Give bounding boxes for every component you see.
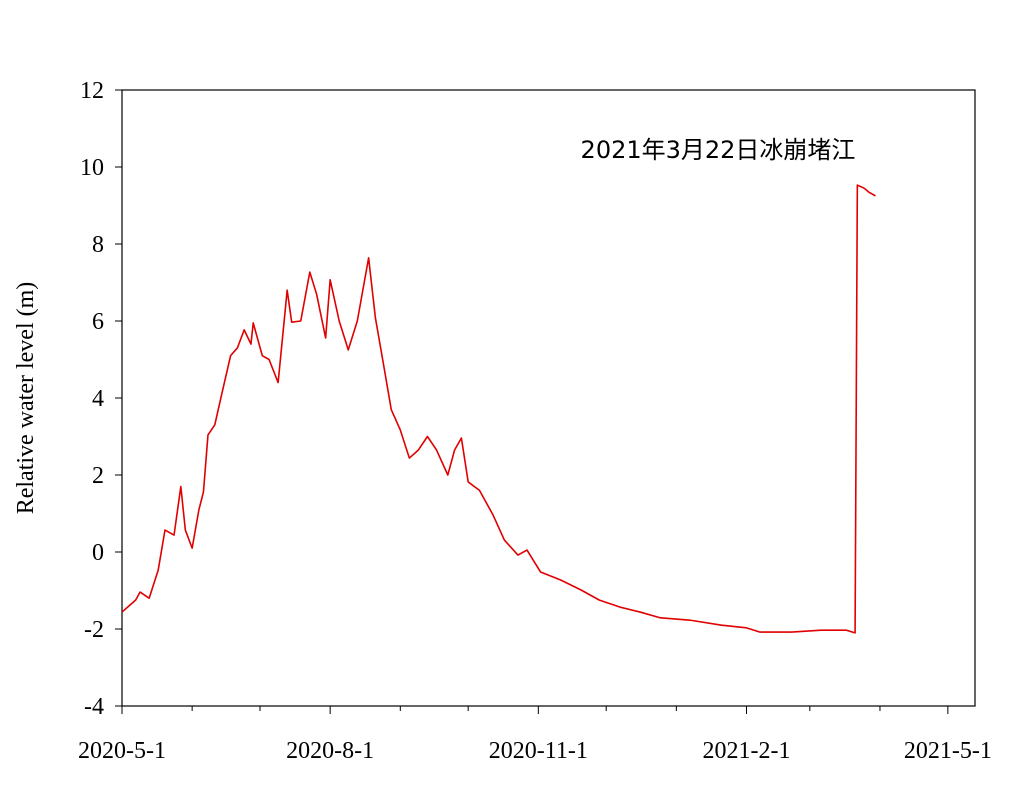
- plot-frame: [121, 89, 976, 707]
- y-tick-label: 12: [80, 78, 104, 104]
- annotation: 2021年3月22日冰崩堵江: [581, 136, 856, 164]
- y-tick-label: 10: [80, 155, 104, 181]
- x-tick-label: 2020-5-1: [78, 738, 166, 764]
- x-tick-label: 2020-8-1: [286, 738, 374, 764]
- y-tick-label: -2: [84, 617, 104, 643]
- x-tick-label: 2021-2-1: [702, 738, 790, 764]
- x-tick-label: 2020-11-1: [489, 738, 588, 764]
- y-axis-title: Relative water level (m): [13, 282, 39, 515]
- y-tick-label: 0: [92, 540, 104, 566]
- data-line: [121, 184, 876, 634]
- y-tick-label: 8: [92, 232, 104, 258]
- y-tick-label: -4: [84, 694, 104, 720]
- y-tick-label: 2: [92, 463, 104, 489]
- y-tick-label: 6: [92, 309, 104, 335]
- x-tick-label: 2021-5-1: [904, 738, 992, 764]
- y-tick-label: 4: [92, 386, 104, 412]
